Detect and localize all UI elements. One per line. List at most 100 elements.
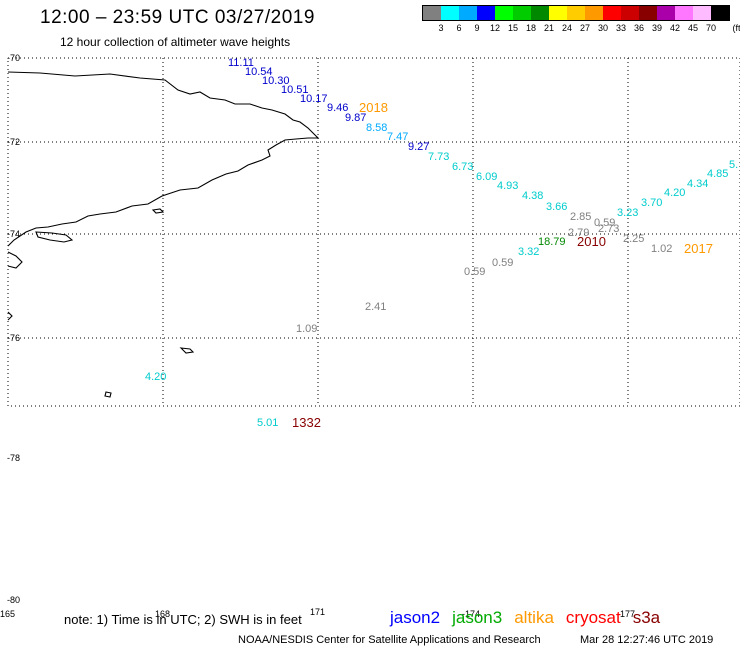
- wave-height-value: 0.59: [464, 266, 485, 278]
- wave-height-value: 2.85: [570, 211, 591, 223]
- legend-label: 3: [438, 23, 444, 33]
- legend-swatch: [495, 6, 513, 20]
- page-subtitle: 12 hour collection of altimeter wave hei…: [60, 35, 291, 49]
- satellite-legend: jason2 jason3 altika cryosat s3a: [390, 608, 672, 628]
- credit-line: NOAA/NESDIS Center for Satellite Applica…: [238, 634, 541, 646]
- wave-height-value: 10.54: [245, 66, 273, 78]
- page-title: 12:00 – 23:59 UTC 03/27/2019: [40, 7, 315, 28]
- lat-label: -80: [7, 595, 20, 605]
- legend-color-bar: [422, 5, 730, 21]
- lon-label: 177: [620, 609, 635, 619]
- legend-label: 45: [687, 23, 699, 33]
- wave-height-value: 9.27: [408, 141, 429, 153]
- satellite-name: s3a: [632, 608, 661, 627]
- wave-height-value: 5.: [729, 159, 738, 171]
- lat-label: -72: [7, 137, 20, 147]
- legend-label: 30: [597, 23, 609, 33]
- legend-swatch: [441, 6, 459, 20]
- wave-height-value: 3.66: [546, 201, 567, 213]
- wave-height-value: 4.20: [145, 371, 166, 383]
- lon-label: 165: [0, 609, 15, 619]
- legend-swatch: [657, 6, 675, 20]
- coastline-mainland: [7, 71, 320, 247]
- satellite-name: jason2: [390, 608, 441, 627]
- legend-swatch: [459, 6, 477, 20]
- legend-label: 6: [456, 23, 462, 33]
- wave-height-value: 3.32: [518, 246, 539, 258]
- wave-height-value: 1.09: [296, 323, 317, 335]
- coastline-island-1: [35, 231, 74, 243]
- legend-label: 9: [474, 23, 480, 33]
- legend-label: 70: [705, 23, 717, 33]
- wave-height-value: 6.09: [476, 171, 497, 183]
- wave-height-value: 10.51: [281, 84, 309, 96]
- wave-height-value: 4.38: [522, 190, 543, 202]
- wave-height-value: 2.79: [568, 227, 589, 239]
- wave-height-value: 11.11: [228, 57, 254, 69]
- wave-height-value: 9.46: [327, 102, 348, 114]
- legend-label: 39: [651, 23, 663, 33]
- legend-swatch: [513, 6, 531, 20]
- legend-label: 33: [615, 23, 627, 33]
- longitude-labels: 165 168 171 -174 177: [0, 607, 635, 619]
- satellite-name: altika: [514, 608, 554, 627]
- wave-height-value: 7.73: [428, 151, 449, 163]
- wave-height-value: 0.59: [594, 217, 615, 229]
- legend-label: 18: [525, 23, 537, 33]
- wave-height-value: 4.93: [497, 180, 518, 192]
- legend-swatch: [423, 6, 441, 20]
- wave-height-value: 0.59: [492, 257, 513, 269]
- wave-height-value: 3.70: [641, 197, 662, 209]
- legend-swatch: [585, 6, 603, 20]
- lon-label: 168: [155, 609, 170, 619]
- coastline-island-4: [179, 347, 195, 354]
- lon-label: 171: [310, 607, 325, 617]
- coastline-island-6: [151, 208, 165, 214]
- wave-height-value: 18.79: [538, 236, 566, 248]
- latitude-labels: -70 -72 -74 -76 -78 -80: [7, 53, 20, 605]
- coastline-island-2: [7, 251, 23, 269]
- pass-time-label: 2017: [684, 241, 713, 256]
- wave-height-observations: 11.1110.5410.3010.5110.179.469.878.587.4…: [145, 57, 738, 429]
- satellite-name: cryosat: [565, 608, 621, 627]
- pass-time-labels: 2018 2010 2017 1332: [292, 100, 713, 430]
- coastline-island-3: [7, 311, 13, 321]
- legend-label: 12: [489, 23, 501, 33]
- wave-height-value: 2.25: [623, 233, 644, 245]
- lat-label: -70: [7, 53, 20, 63]
- legend-swatch: [531, 6, 549, 20]
- wave-height-value: 8.58: [366, 122, 387, 134]
- wave-height-value: 4.20: [664, 187, 685, 199]
- legend-unit: (ft): [732, 23, 740, 33]
- lat-label: -78: [7, 453, 20, 463]
- legend-label: 42: [669, 23, 681, 33]
- wave-height-value: 4.85: [707, 168, 728, 180]
- legend-label: 24: [561, 23, 573, 33]
- legend-swatch: [549, 6, 567, 20]
- wave-height-value: 10.17: [300, 93, 328, 105]
- wave-height-value: 5.01: [257, 417, 278, 429]
- coastline-island-5: [104, 391, 112, 398]
- pass-time-label: 2010: [577, 234, 606, 249]
- legend-swatch: [567, 6, 585, 20]
- wave-height-value: 4.34: [687, 178, 708, 190]
- legend-label: 21: [543, 23, 555, 33]
- satellite-name: jason3: [452, 608, 503, 627]
- legend-swatch: [693, 6, 711, 20]
- pass-time-label: 2018: [359, 100, 388, 115]
- lat-label: -74: [7, 229, 20, 239]
- wave-height-value: 2.41: [365, 301, 386, 313]
- legend-swatch: [621, 6, 639, 20]
- legend-swatch: [639, 6, 657, 20]
- legend-swatch: [477, 6, 495, 20]
- lon-label: -174: [462, 609, 480, 619]
- wave-height-value: 10.30: [262, 75, 290, 87]
- wave-height-value: 3.23: [617, 207, 638, 219]
- legend-label: 36: [633, 23, 645, 33]
- legend-swatch: [603, 6, 621, 20]
- legend-swatch: [675, 6, 693, 20]
- legend-swatch: [711, 6, 729, 20]
